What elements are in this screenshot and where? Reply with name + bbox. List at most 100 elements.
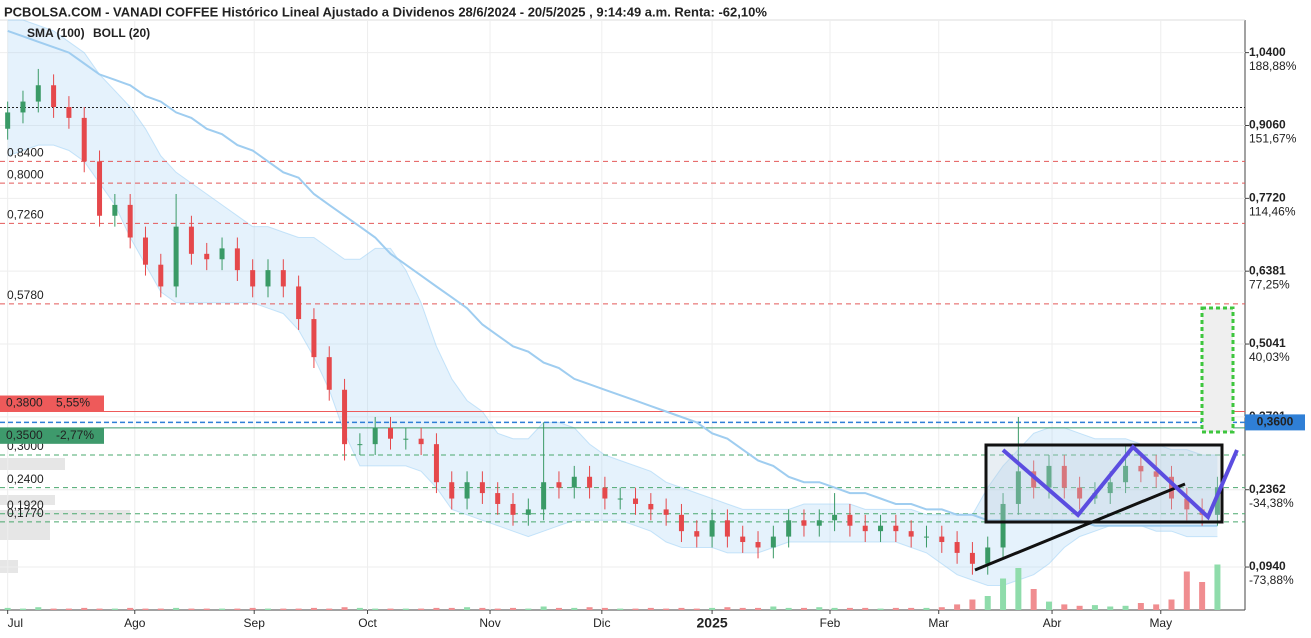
- candle-body: [571, 476, 577, 488]
- y-tick-label: 0,9060: [1249, 118, 1286, 132]
- candle-body: [923, 536, 929, 538]
- chart-title: PCBOLSA.COM - VANADI COFFEE Histórico Li…: [4, 4, 767, 19]
- x-tick-label: Oct: [358, 616, 377, 630]
- candle-body: [372, 427, 378, 445]
- candle-body: [66, 107, 72, 118]
- candle-body: [908, 531, 914, 537]
- volume-bar: [203, 608, 210, 610]
- volume-bar: [862, 607, 869, 610]
- candle-body: [250, 270, 256, 287]
- candle-body: [724, 520, 730, 537]
- candle-body: [587, 476, 593, 488]
- volume-bar: [555, 607, 562, 610]
- volume-bar: [65, 608, 72, 610]
- candle-body: [816, 520, 822, 526]
- level-label: 0,8000: [7, 167, 44, 181]
- x-tick-label: 2025: [697, 615, 728, 631]
- volume-bar: [785, 607, 792, 610]
- volume-bar: [1076, 605, 1083, 610]
- volume-bar: [739, 607, 746, 610]
- y-pct-label: -34,38%: [1249, 496, 1294, 510]
- price-tag-label: 0,3800: [6, 396, 43, 410]
- candle-body: [954, 542, 960, 553]
- volume-bar: [617, 608, 624, 610]
- price-tag: [0, 427, 104, 444]
- candle-body: [694, 531, 700, 537]
- volume-bar: [464, 607, 471, 610]
- volume-bar: [19, 608, 26, 610]
- volume-bar: [81, 607, 88, 610]
- volume-bar: [755, 607, 762, 610]
- volume-bar: [831, 607, 838, 610]
- candle-body: [357, 444, 363, 446]
- volume-bar: [387, 608, 394, 610]
- volume-bar: [969, 599, 976, 610]
- volume-bar: [632, 608, 639, 610]
- volume-profile: [0, 495, 55, 505]
- volume-bar: [800, 607, 807, 610]
- volume-bar: [479, 607, 486, 610]
- candle-body: [479, 482, 485, 494]
- y-pct-label: 40,03%: [1249, 350, 1290, 364]
- level-label: 0,1920: [7, 498, 44, 512]
- last-price-tag: [1245, 414, 1305, 431]
- volume-bar: [1000, 578, 1007, 610]
- candle-body: [556, 482, 562, 488]
- candle-body: [893, 525, 899, 532]
- candle-body: [1061, 465, 1067, 488]
- candle-body: [188, 226, 194, 254]
- candle-body: [280, 270, 286, 287]
- candle-body: [847, 514, 853, 526]
- candle-body: [495, 493, 501, 504]
- volume-bar: [1183, 571, 1190, 610]
- volume-bar: [693, 608, 700, 610]
- volume-bar: [510, 607, 517, 610]
- volume-bar: [264, 608, 271, 610]
- volume-bar: [372, 608, 379, 610]
- bollinger-upper: [7, 19, 1218, 516]
- volume-profile: [0, 520, 50, 540]
- sma-line: [7, 29, 1218, 527]
- candle-body: [449, 482, 455, 499]
- volume-bar: [96, 608, 103, 610]
- candle-body: [617, 498, 623, 500]
- price-tag-pct: 5,55%: [56, 396, 90, 410]
- candle-body: [786, 520, 792, 537]
- volume-bar: [234, 608, 241, 610]
- volume-bar: [724, 607, 731, 610]
- drawings: [974, 306, 1239, 572]
- volume-bar: [846, 607, 853, 610]
- background-layer: [0, 458, 130, 573]
- y-pct-label: 77,25%: [1249, 277, 1290, 291]
- volume-bar: [1137, 603, 1144, 610]
- candle-body: [678, 514, 684, 532]
- volume-bar: [50, 608, 57, 610]
- volume-bar: [1045, 601, 1052, 610]
- volume-profile: [0, 560, 18, 573]
- level-label: 0,7260: [7, 208, 44, 222]
- candle-body: [219, 248, 225, 260]
- volume-bar: [586, 607, 593, 610]
- x-tick-label: Nov: [479, 616, 500, 630]
- candle-body: [1077, 487, 1083, 499]
- volume-bar: [418, 608, 425, 610]
- candle-body: [1123, 465, 1129, 483]
- candle-body: [403, 438, 409, 440]
- volume-bar: [1199, 582, 1206, 610]
- candle-body: [1046, 465, 1052, 488]
- candle-body: [433, 444, 439, 483]
- candle-body: [158, 264, 164, 287]
- volume-bar: [111, 608, 118, 610]
- volume-bar: [770, 606, 777, 610]
- x-tick-label: Sep: [244, 616, 266, 630]
- level-label: 0,5780: [7, 288, 44, 302]
- candle-body: [755, 542, 761, 548]
- candle-body: [326, 357, 332, 390]
- volume-bar: [157, 608, 164, 610]
- price-tag: [0, 395, 104, 412]
- y-pct-label: 114,46%: [1249, 205, 1296, 219]
- volume-bar: [219, 608, 226, 610]
- y-tick-label: 0,7720: [1249, 191, 1286, 205]
- candle-body: [296, 286, 302, 320]
- volume-bar: [1015, 568, 1022, 610]
